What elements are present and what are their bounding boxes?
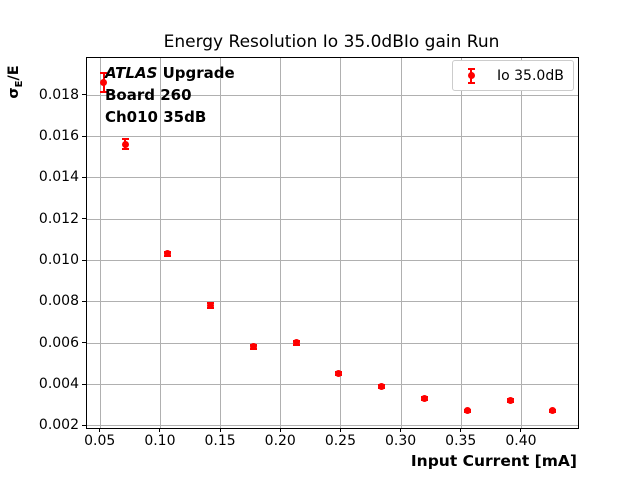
x-tick-mark: [339, 428, 341, 432]
x-tick-label: 0.05: [84, 433, 116, 449]
y-tick-label: 0.018: [38, 86, 79, 103]
y-tick-mark: [82, 218, 86, 220]
legend-box: Io 35.0dB: [452, 60, 574, 91]
y-tick-mark: [82, 135, 86, 137]
gridline-horizontal: [87, 301, 578, 303]
gridline-vertical: [340, 58, 342, 428]
x-tick-label: 0.30: [385, 433, 417, 449]
plot-area: [86, 57, 579, 429]
y-axis-label: σE/E: [6, 52, 26, 112]
x-tick-mark: [99, 428, 101, 432]
y-tick-label: 0.016: [38, 128, 79, 145]
gridline-horizontal: [87, 260, 578, 262]
y-tick-mark: [82, 259, 86, 261]
gridline-vertical: [99, 58, 101, 428]
x-tick-mark: [460, 428, 462, 432]
gridline-horizontal: [87, 342, 578, 344]
annotation-line-3: Ch010 35dB: [105, 108, 207, 126]
legend-errorbar-icon: [466, 65, 476, 87]
gridline-horizontal: [87, 136, 578, 138]
gridline-vertical: [220, 58, 222, 428]
gridline-vertical: [460, 58, 462, 428]
annotation-line-1: ATLAS Upgrade: [105, 62, 235, 84]
x-tick-label: 0.10: [144, 433, 176, 449]
x-tick-mark: [400, 428, 402, 432]
y-tick-mark: [82, 94, 86, 96]
y-tick-label: 0.010: [38, 252, 79, 269]
x-tick-label: 0.40: [505, 433, 537, 449]
y-tick-label: 0.014: [38, 169, 79, 186]
y-axis-label-rest: /E: [6, 65, 22, 81]
x-tick-mark: [159, 428, 161, 432]
gridline-horizontal: [87, 94, 578, 96]
gridline-vertical: [400, 58, 402, 428]
gridline-horizontal: [87, 177, 578, 179]
annotation-upgrade-text: Upgrade: [157, 64, 235, 82]
chart-title: Energy Resolution Io 35.0dBIo gain Run: [163, 32, 500, 52]
y-tick-mark: [82, 300, 86, 302]
y-tick-label: 0.004: [38, 376, 79, 393]
y-tick-mark: [82, 383, 86, 385]
x-tick-label: 0.20: [264, 433, 296, 449]
y-tick-mark: [82, 342, 86, 344]
y-tick-mark: [82, 424, 86, 426]
gridline-horizontal: [87, 384, 578, 386]
y-tick-label: 0.012: [38, 210, 79, 227]
x-tick-label: 0.25: [324, 433, 356, 449]
gridline-vertical: [280, 58, 282, 428]
x-tick-mark: [279, 428, 281, 432]
x-axis-label: Input Current [mA]: [410, 452, 577, 470]
gridline-horizontal: [87, 218, 578, 220]
y-tick-label: 0.008: [38, 293, 79, 310]
annotation-atlas-text: ATLAS: [105, 64, 158, 82]
annotation-line-2: Board 260: [105, 86, 192, 104]
x-tick-mark: [520, 428, 522, 432]
y-tick-label: 0.002: [38, 417, 79, 434]
x-tick-mark: [219, 428, 221, 432]
x-tick-label: 0.35: [445, 433, 477, 449]
legend-entry-label: Io 35.0dB: [497, 67, 564, 84]
gridline-vertical: [520, 58, 522, 428]
y-tick-label: 0.006: [38, 334, 79, 351]
x-tick-label: 0.15: [204, 433, 236, 449]
gridline-vertical: [159, 58, 161, 428]
atlas-annotation: ATLAS Upgrade Board 260 Ch010 35dB: [105, 62, 235, 128]
gridline-horizontal: [87, 425, 578, 427]
y-tick-mark: [82, 176, 86, 178]
